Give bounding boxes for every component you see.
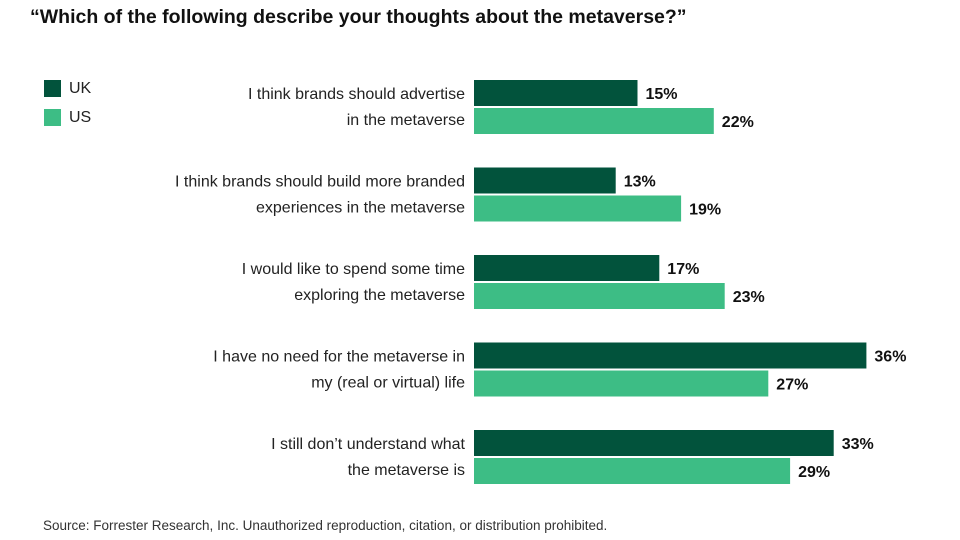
data-label: 27% [776,377,808,394]
bar-us [474,108,714,134]
data-label: 36% [874,349,906,366]
bar-us [474,458,791,484]
legend-swatch-us [44,109,61,126]
category-label: exploring the metaverse [294,287,465,304]
category-label: in the metaverse [347,112,465,129]
bar-uk [474,430,834,456]
bar-us [474,370,769,397]
data-label: 13% [624,174,656,191]
legend-swatch-uk [44,80,61,97]
data-label: 17% [667,261,699,278]
category-label: I still don’t understand what [271,436,465,453]
data-label: 23% [733,289,765,306]
legend: UK US [44,80,91,138]
bar-us [474,283,725,309]
bar-us [474,195,682,222]
category-label: I would like to spend some time [242,261,465,278]
category-label: the metaverse is [348,462,465,479]
category-label: I have no need for the metaverse in [213,349,465,366]
legend-item-us: US [44,109,91,126]
data-label: 15% [646,86,678,103]
data-label: 22% [722,114,754,131]
category-label: experiences in the metaverse [256,200,465,217]
legend-label-us: US [69,108,92,126]
bar-uk [474,342,867,369]
source-note: Source: Forrester Research, Inc. Unautho… [43,518,608,533]
category-label: I think brands should advertise [248,86,465,103]
bar-uk [474,167,616,194]
category-label: my (real or virtual) life [311,375,465,392]
data-label: 33% [842,436,874,453]
data-label: 29% [798,464,830,481]
bar-uk [474,255,660,281]
bar-uk [474,80,638,106]
legend-item-uk: UK [44,80,91,97]
legend-label-uk: UK [69,79,92,97]
chart-title: “Which of the following describe your th… [30,6,687,28]
data-label: 19% [689,202,721,219]
category-label: I think brands should build more branded [175,174,465,191]
